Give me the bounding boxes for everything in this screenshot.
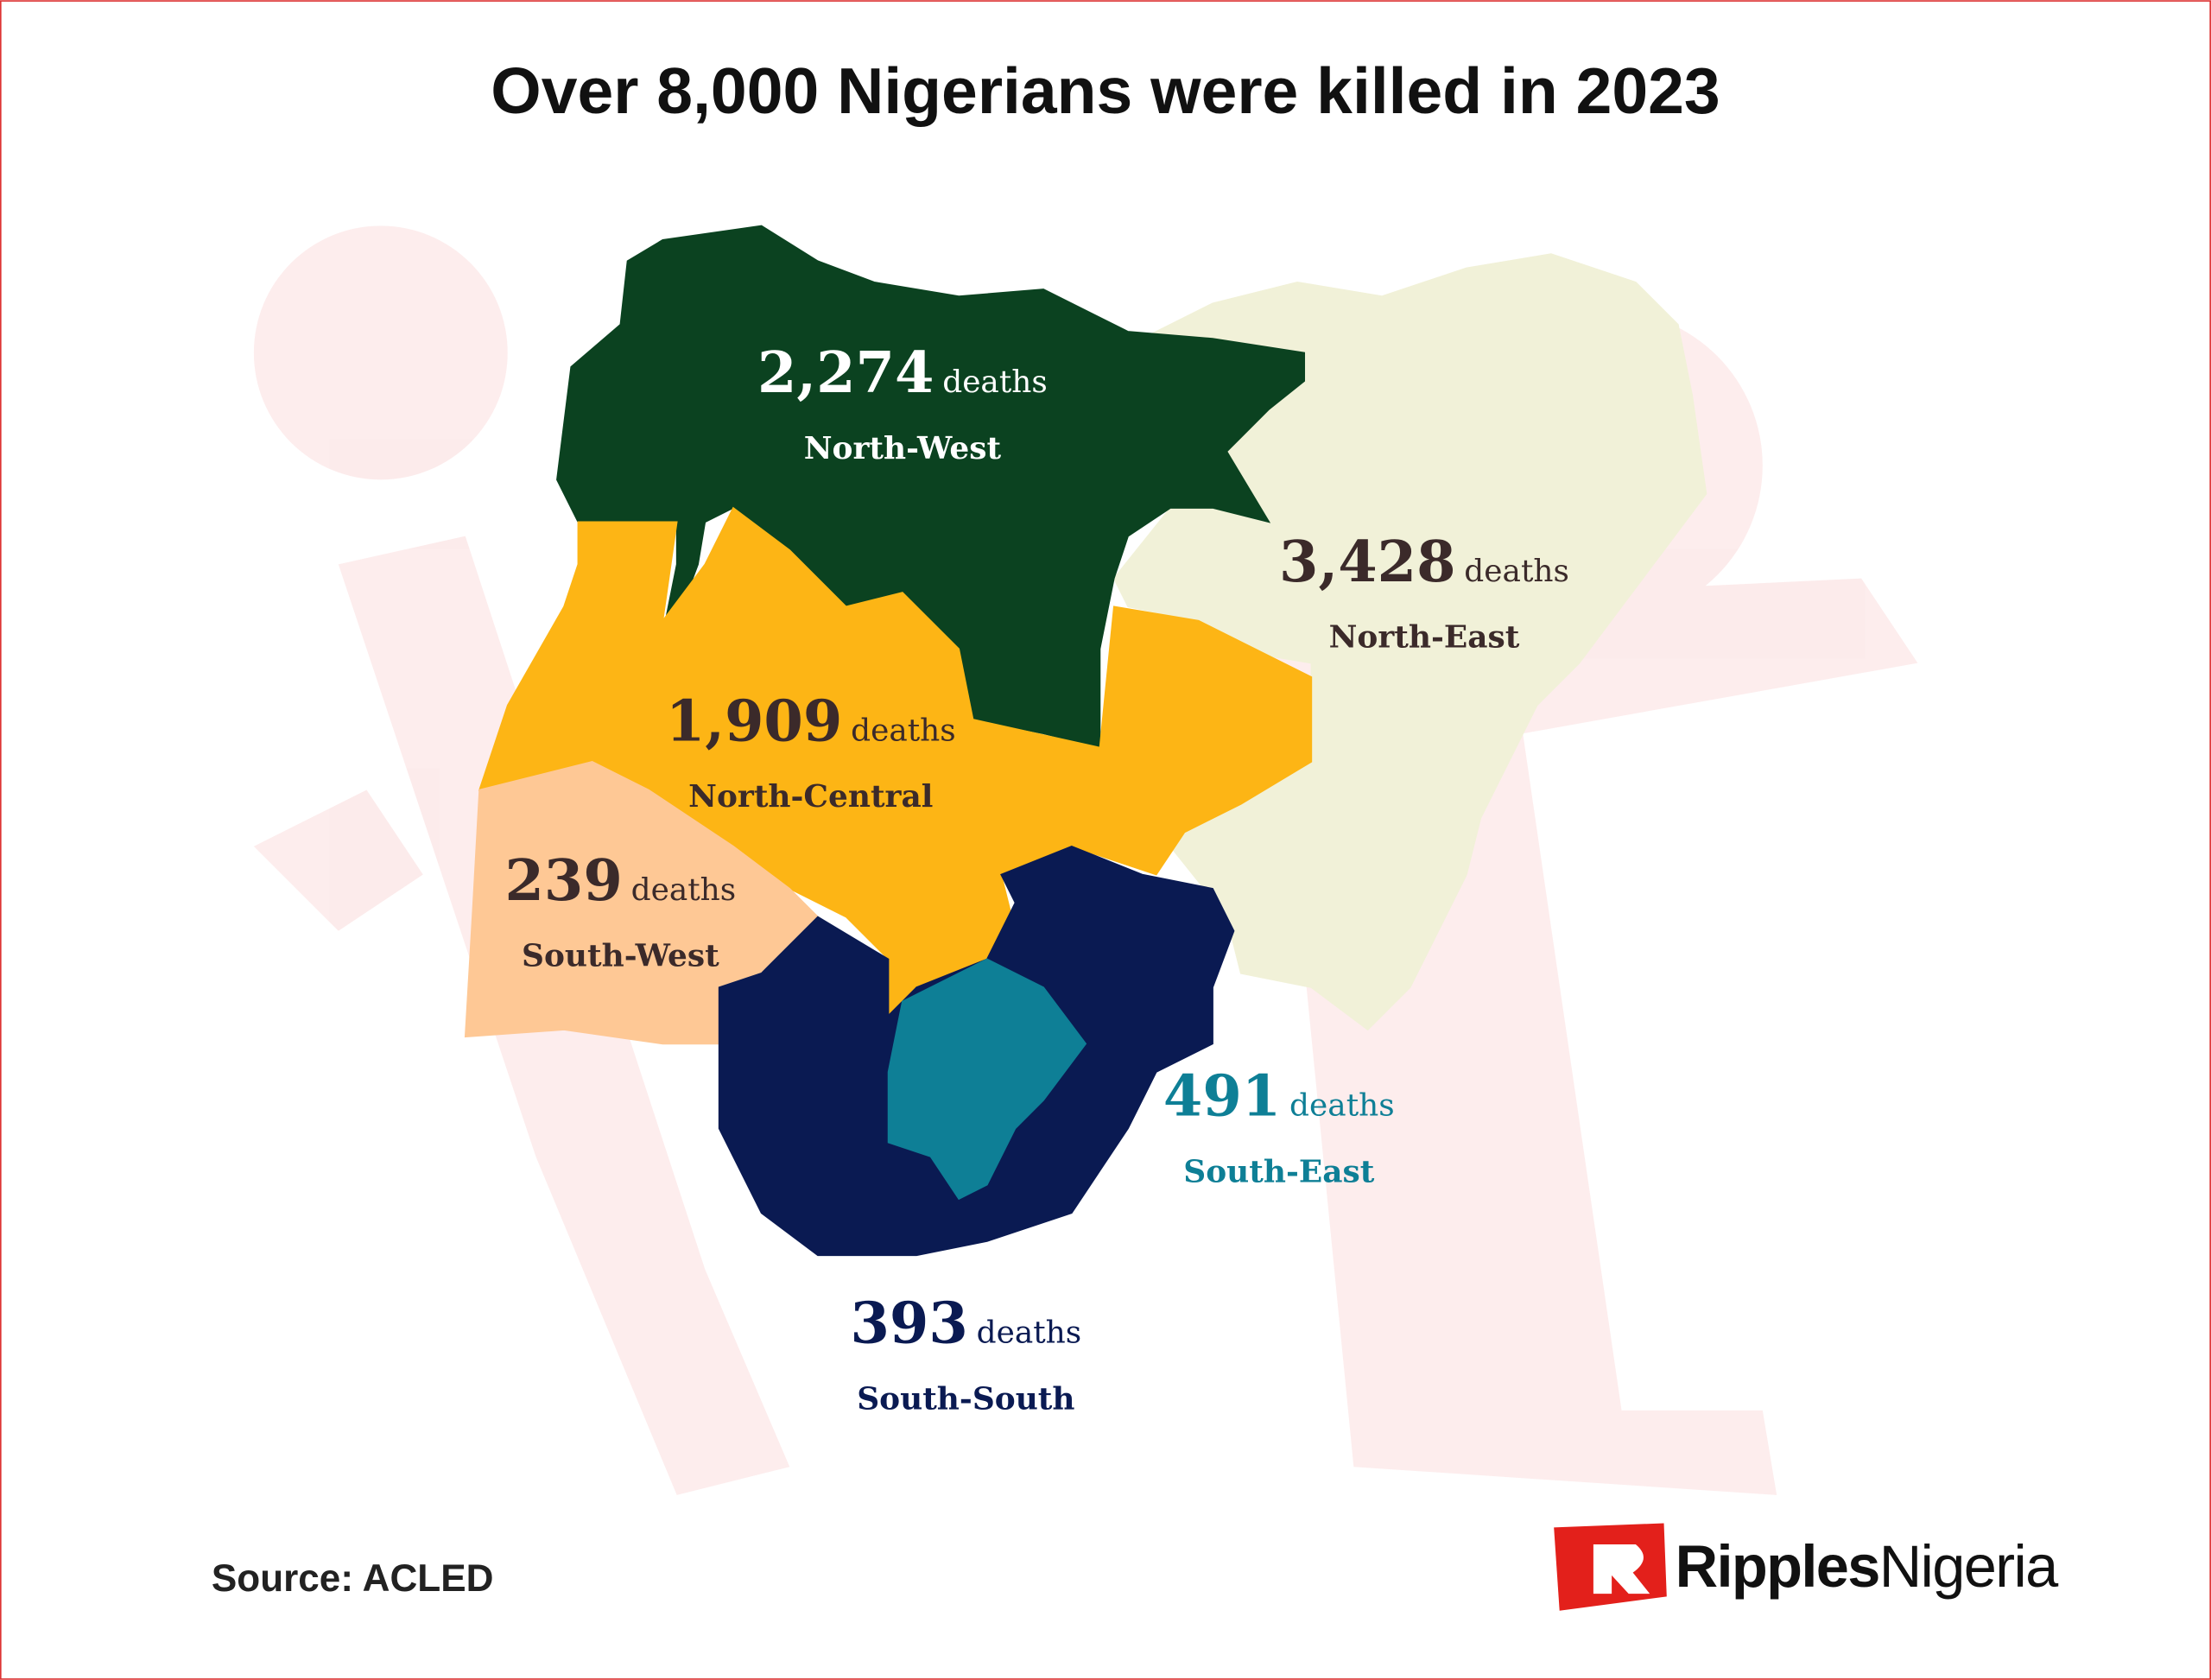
deaths-unit: deaths <box>851 713 956 748</box>
region-name: North-East <box>1329 619 1520 656</box>
region-name: North-Central <box>688 778 933 815</box>
region-name: South-East <box>1183 1153 1374 1189</box>
region-deaths: 393 deaths <box>851 1291 1082 1357</box>
logo-r <box>1593 1544 1650 1594</box>
brand-name: RipplesNigeria <box>1676 1533 2059 1600</box>
region-deaths: 239 deaths <box>505 848 737 914</box>
region-deaths: 491 deaths <box>1163 1064 1395 1130</box>
deaths-unit: deaths <box>1464 554 1569 589</box>
region-name: South-South <box>857 1380 1074 1417</box>
region-name: South-West <box>522 938 719 974</box>
deaths-unit: deaths <box>942 365 1048 400</box>
source: Source: ACLED <box>212 1557 494 1600</box>
deaths-number: 3,428 <box>1279 529 1455 595</box>
deaths-unit: deaths <box>631 872 737 908</box>
brand-logo: RipplesNigeria <box>1554 1523 2061 1611</box>
deaths-number: 491 <box>1163 1064 1281 1130</box>
deaths-number: 1,909 <box>666 688 842 754</box>
map <box>464 225 1707 1257</box>
brand-first: Ripples <box>1676 1533 1879 1600</box>
region-deaths: 1,909 deaths <box>666 688 956 754</box>
title: Over 8,000 Nigerians were killed in 2023 <box>491 54 1720 127</box>
region-shape <box>556 225 1306 749</box>
region-deaths: 3,428 deaths <box>1279 529 1569 595</box>
deaths-number: 239 <box>505 848 623 914</box>
deaths-unit: deaths <box>977 1315 1082 1351</box>
region-deaths: 2,274 deaths <box>757 340 1048 406</box>
brand-second: Nigeria <box>1879 1533 2059 1600</box>
deaths-number: 393 <box>851 1291 968 1357</box>
deaths-number: 2,274 <box>757 340 934 406</box>
deaths-unit: deaths <box>1289 1088 1395 1124</box>
region-name: North-West <box>804 430 1002 466</box>
region-shape <box>887 958 1087 1201</box>
